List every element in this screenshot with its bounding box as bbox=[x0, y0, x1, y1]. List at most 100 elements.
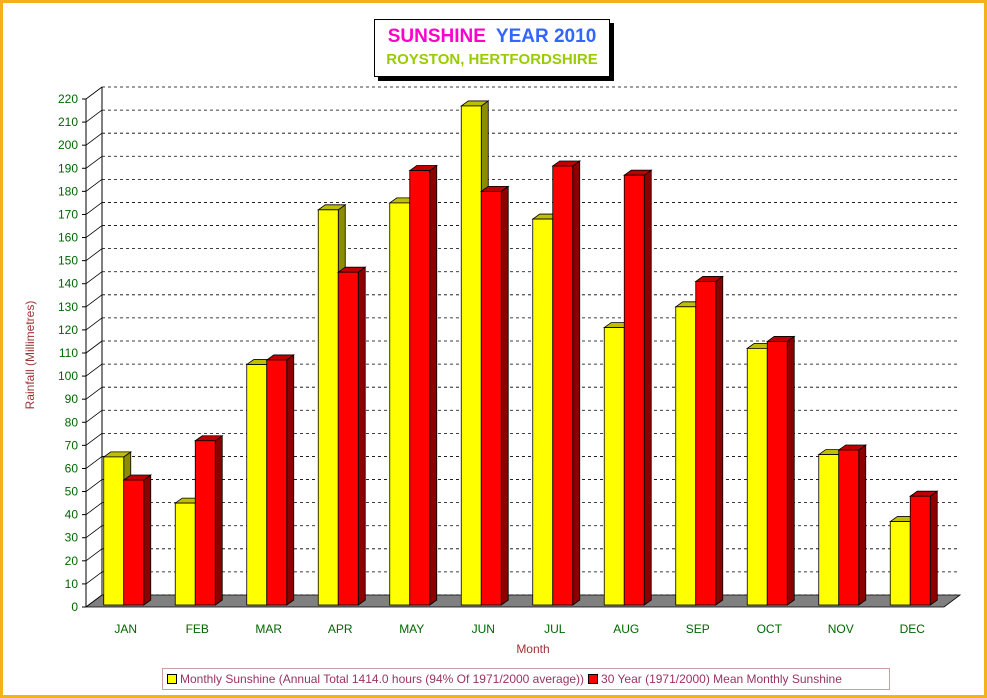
bar-monthly-sunshine bbox=[675, 306, 697, 606]
bar-monthly-sunshine bbox=[818, 454, 840, 606]
y-tick-label: 40 bbox=[65, 508, 79, 522]
y-tick-label: 200 bbox=[58, 138, 78, 152]
bar-side bbox=[429, 164, 438, 606]
x-tick-label: JUL bbox=[544, 622, 566, 636]
bar-side bbox=[143, 474, 152, 606]
y-tick-label: 0 bbox=[71, 600, 78, 614]
bar-side bbox=[929, 490, 938, 606]
gridline-diagonal bbox=[85, 294, 103, 308]
x-tick-label: JAN bbox=[114, 622, 137, 636]
y-tick-label: 190 bbox=[58, 161, 78, 175]
title-sunshine: SUNSHINE bbox=[387, 26, 486, 47]
x-tick-label: NOV bbox=[828, 622, 854, 636]
x-tick-label: SEP bbox=[686, 622, 710, 636]
gridline-diagonal bbox=[85, 202, 103, 215]
y-tick-label: 140 bbox=[58, 277, 78, 291]
bar-side bbox=[643, 169, 652, 606]
y-tick-label: 110 bbox=[59, 346, 78, 360]
x-tick-label: FEB bbox=[186, 622, 209, 636]
x-tick-label: MAY bbox=[399, 622, 424, 636]
x-tick-label: MAR bbox=[255, 622, 282, 636]
y-tick-label: 90 bbox=[65, 392, 79, 406]
x-tick-label: DEC bbox=[900, 622, 926, 636]
bar-side bbox=[715, 275, 724, 606]
bar-30yr-mean bbox=[337, 271, 359, 606]
bar-monthly-sunshine bbox=[389, 202, 411, 606]
y-tick-label: 30 bbox=[65, 531, 79, 545]
gridline-diagonal bbox=[85, 109, 103, 123]
bar-monthly-sunshine bbox=[889, 521, 911, 606]
bar-monthly-sunshine bbox=[317, 209, 339, 606]
bar-30yr-mean bbox=[695, 281, 717, 606]
y-tick-label: 60 bbox=[65, 461, 79, 475]
gridline-diagonal bbox=[85, 248, 103, 261]
gridline-diagonal bbox=[85, 155, 103, 169]
chart-title: SUNSHINE YEAR 2010 bbox=[375, 26, 609, 48]
bar-30yr-mean bbox=[552, 165, 574, 606]
bar-monthly-sunshine bbox=[174, 502, 196, 606]
y-tick-label: 170 bbox=[58, 207, 78, 221]
x-tick-label: JUN bbox=[472, 622, 495, 636]
y-tick-label: 120 bbox=[58, 323, 78, 337]
x-tick-label: OCT bbox=[757, 622, 783, 636]
bar-side bbox=[858, 444, 867, 606]
bar-30yr-mean bbox=[194, 440, 216, 606]
gridline-diagonal bbox=[85, 571, 103, 585]
title-year: YEAR 2010 bbox=[495, 26, 597, 47]
chart-title-box: SUNSHINE YEAR 2010 ROYSTON, HERTFORDSHIRE bbox=[374, 19, 610, 77]
gridline-diagonal bbox=[85, 363, 103, 377]
bar-30yr-mean bbox=[838, 449, 860, 606]
y-tick-label: 160 bbox=[58, 231, 78, 245]
chart-floor bbox=[84, 594, 962, 608]
bar-side bbox=[357, 266, 366, 606]
bar-30yr-mean bbox=[123, 479, 145, 606]
bar-side bbox=[214, 434, 223, 606]
x-axis-label: Month bbox=[516, 642, 549, 656]
legend-label-series2: 30 Year (1971/2000) Mean Monthly Sunshin… bbox=[601, 672, 842, 686]
bar-side bbox=[286, 354, 295, 606]
bar-monthly-sunshine bbox=[603, 327, 625, 606]
gridline-diagonal bbox=[85, 179, 103, 192]
y-tick-label: 10 bbox=[65, 577, 79, 591]
bar-monthly-sunshine bbox=[103, 456, 125, 606]
bar-monthly-sunshine bbox=[532, 218, 554, 606]
gridline-diagonal bbox=[85, 502, 103, 515]
y-tick-label: 80 bbox=[65, 415, 79, 429]
bar-30yr-mean bbox=[766, 341, 788, 606]
legend-swatch-red bbox=[588, 674, 599, 684]
bar-monthly-sunshine bbox=[746, 347, 768, 606]
y-tick-label: 130 bbox=[58, 300, 78, 314]
bar-30yr-mean bbox=[266, 359, 288, 606]
legend-label-series1: Monthly Sunshine (Annual Total 1414.0 ho… bbox=[180, 672, 585, 686]
bar-30yr-mean bbox=[909, 495, 931, 606]
y-tick-label: 20 bbox=[65, 554, 79, 568]
bar-side bbox=[572, 160, 581, 606]
bar-side bbox=[500, 185, 509, 606]
gridline-diagonal bbox=[85, 548, 103, 562]
gridline-diagonal bbox=[85, 386, 103, 400]
y-tick-label: 50 bbox=[65, 485, 79, 499]
y-tick-label: 210 bbox=[58, 115, 78, 129]
legend-item-series2: 30 Year (1971/2000) Mean Monthly Sunshin… bbox=[584, 672, 842, 686]
y-tick-label: 100 bbox=[58, 369, 78, 383]
bar-monthly-sunshine bbox=[246, 364, 268, 606]
legend-swatch-yellow bbox=[167, 674, 177, 684]
gridline-diagonal bbox=[85, 433, 103, 446]
chart-subtitle: ROYSTON, HERTFORDSHIRE bbox=[386, 51, 598, 68]
bar-monthly-sunshine bbox=[460, 105, 482, 606]
y-tick-label: 70 bbox=[65, 438, 79, 452]
gridline-diagonal bbox=[85, 409, 103, 423]
gridline-diagonal bbox=[85, 317, 103, 331]
y-axis-label: Rainfall (Millimetres) bbox=[23, 301, 37, 410]
bar-side bbox=[786, 335, 795, 606]
chart-legend: Monthly Sunshine (Annual Total 1414.0 ho… bbox=[162, 668, 890, 690]
gridline-diagonal bbox=[85, 86, 103, 100]
x-tick-label: AUG bbox=[613, 622, 639, 636]
gridline-diagonal bbox=[85, 225, 103, 238]
x-tick-label: APR bbox=[328, 622, 353, 636]
gridline-diagonal bbox=[85, 340, 103, 354]
y-tick-label: 150 bbox=[58, 254, 78, 268]
bar-30yr-mean bbox=[480, 190, 502, 606]
legend-item-series1: Monthly Sunshine (Annual Total 1414.0 ho… bbox=[163, 672, 584, 686]
